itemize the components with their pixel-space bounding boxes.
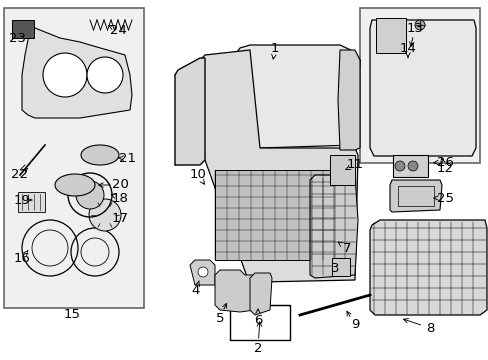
- Polygon shape: [215, 270, 254, 312]
- Polygon shape: [369, 20, 475, 156]
- Text: 6: 6: [253, 314, 262, 327]
- Text: 26: 26: [436, 156, 452, 168]
- Polygon shape: [18, 192, 45, 212]
- Text: 2: 2: [253, 342, 262, 355]
- Circle shape: [414, 20, 424, 30]
- Text: 15: 15: [63, 309, 81, 321]
- Ellipse shape: [55, 174, 95, 196]
- Polygon shape: [175, 58, 204, 165]
- Text: 14: 14: [399, 41, 416, 54]
- Text: 4: 4: [191, 284, 200, 297]
- Bar: [215, 170, 334, 260]
- Text: 7: 7: [342, 242, 350, 255]
- Text: 16: 16: [14, 252, 30, 265]
- Polygon shape: [235, 45, 359, 150]
- Polygon shape: [369, 220, 486, 315]
- Text: 19: 19: [14, 194, 30, 207]
- Text: 8: 8: [425, 321, 433, 334]
- Polygon shape: [389, 180, 441, 212]
- Ellipse shape: [81, 145, 119, 165]
- Text: 24: 24: [109, 23, 126, 36]
- Text: 12: 12: [436, 162, 452, 175]
- Circle shape: [394, 161, 404, 171]
- Polygon shape: [309, 175, 357, 278]
- Bar: [229, 305, 289, 340]
- Bar: [331, 258, 349, 276]
- Circle shape: [87, 57, 123, 93]
- Circle shape: [76, 181, 104, 209]
- Text: 23: 23: [9, 31, 26, 45]
- Bar: [397, 186, 433, 206]
- Circle shape: [89, 199, 121, 231]
- Text: 3: 3: [330, 261, 339, 274]
- Polygon shape: [249, 273, 271, 315]
- Polygon shape: [22, 28, 132, 118]
- Text: 5: 5: [215, 311, 224, 324]
- Bar: [329, 155, 354, 185]
- Bar: [392, 155, 427, 177]
- Bar: [375, 18, 405, 53]
- Polygon shape: [190, 260, 215, 285]
- Text: 11: 11: [346, 158, 363, 171]
- Circle shape: [198, 267, 207, 277]
- Text: 25: 25: [436, 192, 452, 204]
- Circle shape: [407, 161, 417, 171]
- Text: 10: 10: [189, 168, 206, 181]
- Text: 9: 9: [350, 319, 359, 332]
- Bar: [359, 8, 479, 163]
- Text: 18: 18: [111, 192, 128, 204]
- Polygon shape: [337, 50, 359, 150]
- Text: 21: 21: [119, 152, 136, 165]
- Text: 17: 17: [111, 211, 128, 225]
- Circle shape: [43, 53, 87, 97]
- Bar: [4, 8, 143, 308]
- Text: 20: 20: [111, 179, 128, 192]
- Bar: [12, 20, 34, 38]
- Polygon shape: [200, 50, 357, 285]
- Text: 22: 22: [12, 168, 28, 181]
- Text: 13: 13: [406, 22, 423, 35]
- Text: 1: 1: [270, 41, 279, 54]
